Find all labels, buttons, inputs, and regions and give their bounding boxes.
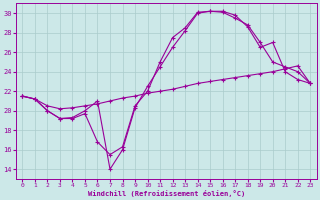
X-axis label: Windchill (Refroidissement éolien,°C): Windchill (Refroidissement éolien,°C) (88, 190, 245, 197)
